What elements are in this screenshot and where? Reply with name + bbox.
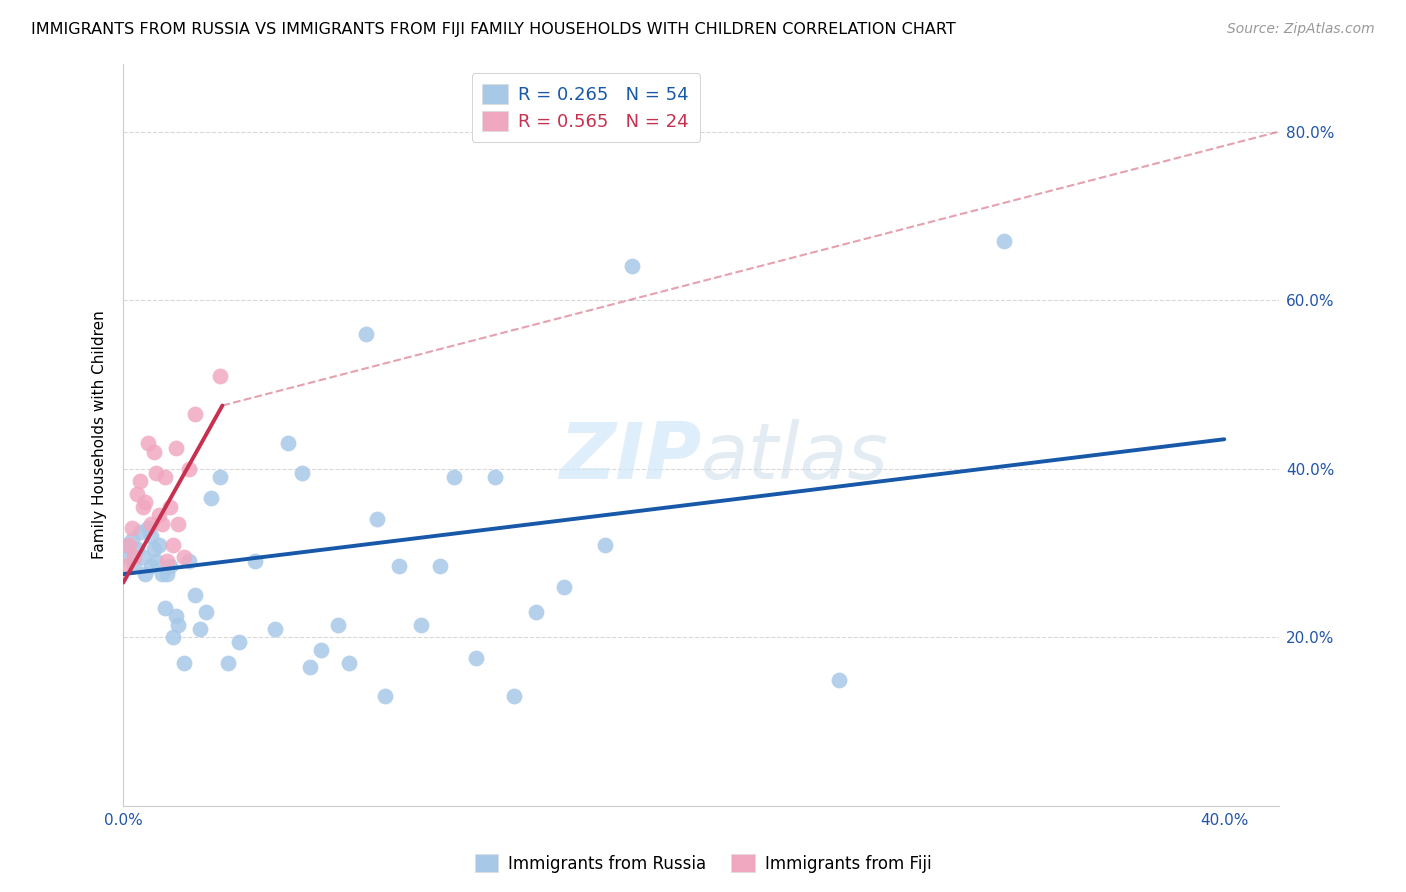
Point — [621, 260, 644, 274]
Point — [148, 508, 170, 522]
Point — [429, 558, 451, 573]
Point — [124, 558, 146, 573]
Legend: R = 0.265   N = 54, R = 0.565   N = 24: R = 0.265 N = 54, R = 0.565 N = 24 — [471, 73, 700, 142]
Point — [156, 554, 179, 568]
Text: ZIP: ZIP — [560, 419, 702, 495]
Point — [184, 407, 207, 421]
Y-axis label: Family Households with Children: Family Households with Children — [93, 310, 107, 559]
Point — [162, 631, 184, 645]
Point — [121, 533, 143, 548]
Point — [121, 521, 143, 535]
Point — [374, 690, 396, 704]
Point — [828, 673, 851, 687]
Point — [194, 605, 217, 619]
Point — [167, 617, 190, 632]
Point — [277, 436, 299, 450]
Point — [179, 554, 201, 568]
Point — [139, 529, 162, 543]
Point — [366, 512, 388, 526]
Point — [150, 567, 173, 582]
Point — [134, 567, 156, 582]
Point — [173, 550, 195, 565]
Point — [148, 538, 170, 552]
Point — [128, 475, 150, 489]
Text: IMMIGRANTS FROM RUSSIA VS IMMIGRANTS FROM FIJI FAMILY HOUSEHOLDS WITH CHILDREN C: IMMIGRANTS FROM RUSSIA VS IMMIGRANTS FRO… — [31, 22, 956, 37]
Legend: Immigrants from Russia, Immigrants from Fiji: Immigrants from Russia, Immigrants from … — [468, 847, 938, 880]
Point — [118, 538, 141, 552]
Point — [354, 326, 377, 341]
Point — [156, 567, 179, 582]
Point — [125, 541, 148, 556]
Point — [299, 660, 322, 674]
Point — [484, 470, 506, 484]
Point — [159, 500, 181, 514]
Point — [131, 550, 153, 565]
Point — [503, 690, 526, 704]
Point — [165, 441, 187, 455]
Point — [524, 605, 547, 619]
Point — [326, 617, 349, 632]
Point — [142, 541, 165, 556]
Point — [464, 651, 486, 665]
Text: atlas: atlas — [702, 419, 889, 495]
Point — [337, 656, 360, 670]
Point — [125, 487, 148, 501]
Point — [217, 656, 239, 670]
Point — [553, 580, 575, 594]
Point — [208, 369, 231, 384]
Point — [118, 550, 141, 565]
Point — [387, 558, 409, 573]
Point — [139, 558, 162, 573]
Point — [200, 491, 222, 506]
Point — [124, 550, 146, 565]
Point — [311, 643, 333, 657]
Point — [153, 600, 176, 615]
Point — [131, 500, 153, 514]
Point — [167, 516, 190, 531]
Point — [150, 516, 173, 531]
Point — [173, 656, 195, 670]
Point — [184, 588, 207, 602]
Point — [993, 234, 1015, 248]
Point — [409, 617, 432, 632]
Point — [228, 634, 250, 648]
Point — [128, 524, 150, 539]
Point — [179, 462, 201, 476]
Point — [162, 538, 184, 552]
Point — [190, 622, 212, 636]
Point — [139, 516, 162, 531]
Point — [145, 466, 167, 480]
Point — [145, 554, 167, 568]
Point — [443, 470, 465, 484]
Point — [153, 470, 176, 484]
Point — [593, 538, 616, 552]
Point — [136, 436, 159, 450]
Point — [115, 538, 138, 552]
Point — [291, 466, 314, 480]
Point — [208, 470, 231, 484]
Point — [136, 521, 159, 535]
Point — [159, 558, 181, 573]
Point — [245, 554, 267, 568]
Point — [142, 445, 165, 459]
Point — [134, 495, 156, 509]
Point — [165, 609, 187, 624]
Point — [263, 622, 285, 636]
Text: Source: ZipAtlas.com: Source: ZipAtlas.com — [1227, 22, 1375, 37]
Point — [115, 558, 138, 573]
